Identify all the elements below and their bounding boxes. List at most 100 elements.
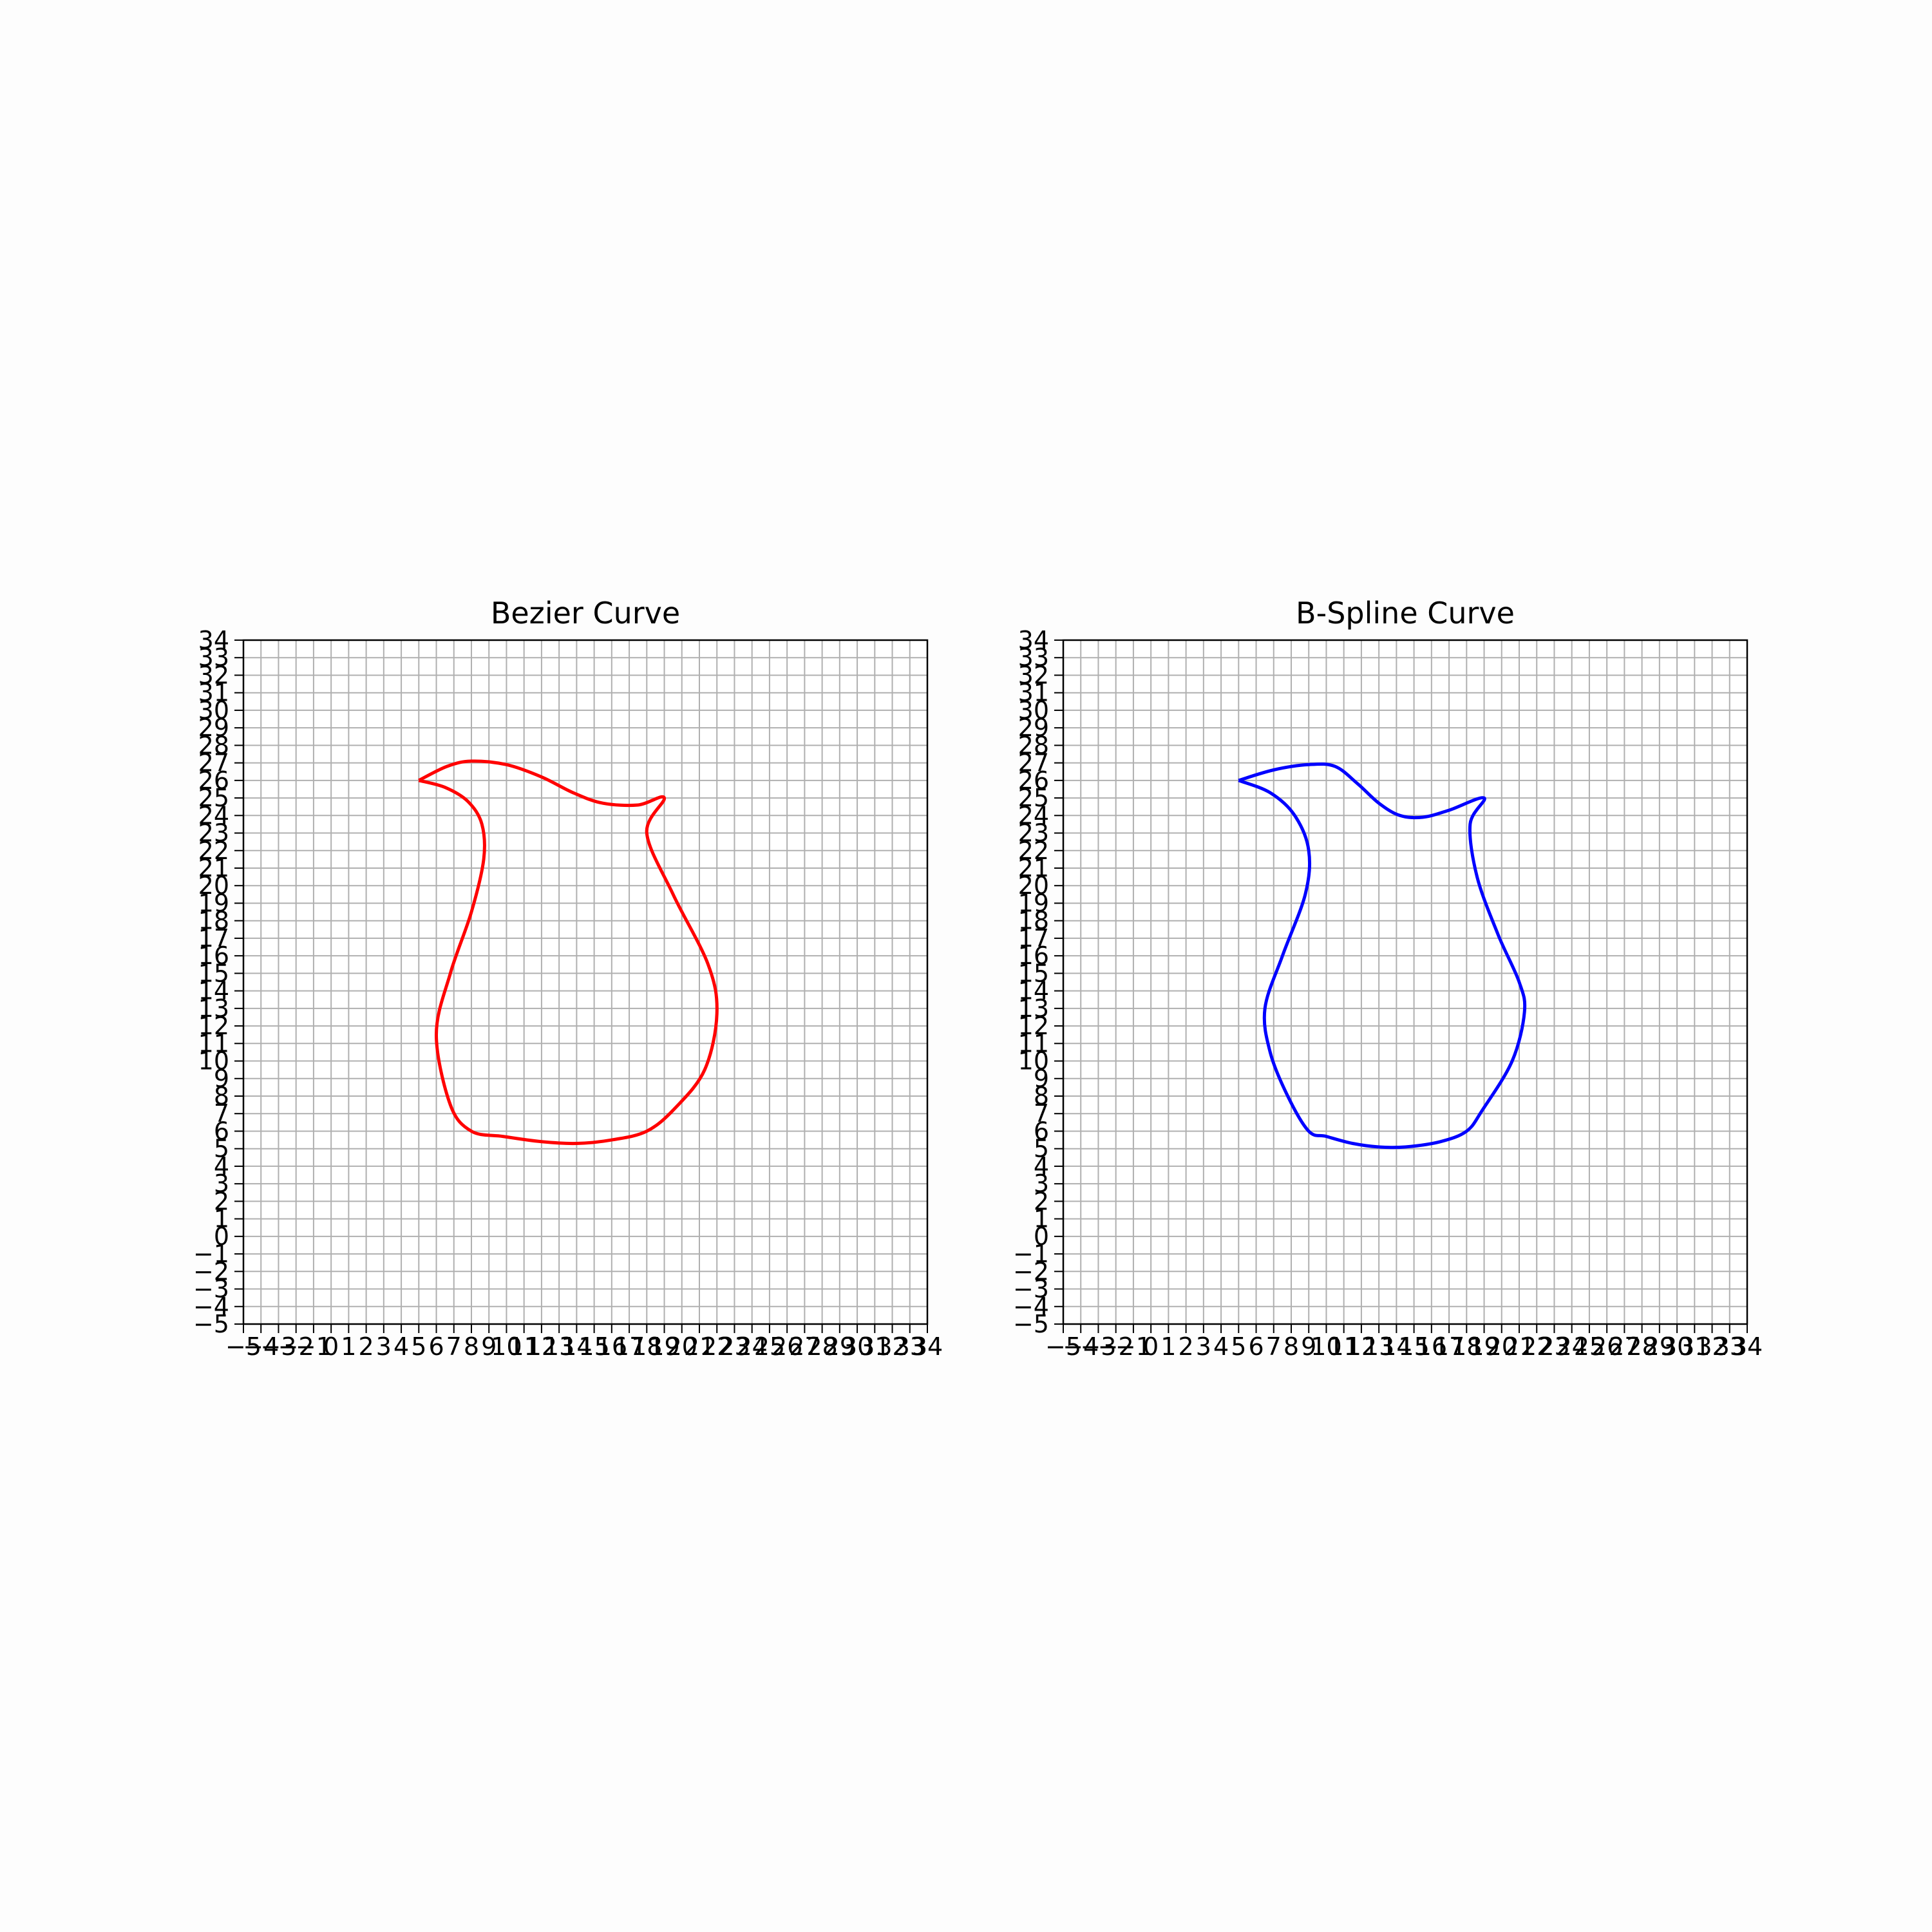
- bezier-y-tick-label: −5: [193, 1310, 229, 1338]
- bspline-x-tick-label: 18: [1451, 1332, 1482, 1361]
- bspline-x-tick-label: 19: [1468, 1332, 1499, 1361]
- bspline-curve-line: [1238, 762, 1527, 1150]
- bspline-y-tick-label: 11: [1018, 1029, 1049, 1057]
- bezier-y-tick-label: 17: [198, 924, 229, 952]
- bspline-y-tick-label: 21: [1018, 854, 1049, 882]
- bezier-y-tick-label: 13: [198, 994, 229, 1023]
- bezier-x-tick-label: 29: [824, 1332, 855, 1361]
- bezier-y-tick-label: −4: [193, 1293, 229, 1321]
- bspline-x-tick-label: 17: [1434, 1332, 1464, 1361]
- bezier-y-tick-label: 5: [214, 1135, 229, 1163]
- bezier-x-ticks: −5−4−3−2−10 1 2 3 4 5 6 7 8 910111213141516171819…: [225, 1324, 943, 1361]
- bezier-x-tick-label: 11: [509, 1332, 540, 1361]
- bezier-x-tick-label: 3: [376, 1332, 392, 1361]
- bezier-x-tick-label: 25: [754, 1332, 785, 1361]
- bspline-y-tick-label: 1: [1034, 1205, 1049, 1233]
- bspline-x-tick-label: 12: [1346, 1332, 1377, 1361]
- bezier-x-tick-label: 22: [701, 1332, 732, 1361]
- bspline-x-tick-label: 5: [1231, 1332, 1246, 1361]
- bezier-x-tick-label: 32: [876, 1332, 907, 1361]
- bspline-x-tick-label: 1: [1160, 1332, 1176, 1361]
- bspline-y-tick-label: 3: [1034, 1170, 1049, 1198]
- bspline-y-tick-label: 30: [1018, 696, 1049, 724]
- bezier-y-tick-label: 18: [198, 907, 229, 935]
- bspline-x-tick-label: 20: [1486, 1332, 1517, 1361]
- bezier-x-tick-label: 27: [789, 1332, 820, 1361]
- bspline-x-tick-label: 4: [1213, 1332, 1229, 1361]
- bezier-x-tick-label: 23: [719, 1332, 750, 1361]
- bspline-y-tick-label: 17: [1018, 924, 1049, 952]
- bezier-y-tick-label: 16: [198, 942, 229, 970]
- bezier-y-tick-label: 28: [198, 731, 229, 759]
- bspline-y-tick-label: −3: [1013, 1275, 1049, 1303]
- bspline-x-tick-label: 2: [1179, 1332, 1194, 1361]
- bspline-y-tick-label: 15: [1018, 959, 1049, 987]
- bezier-x-tick-label: 31: [859, 1332, 890, 1361]
- bspline-x-tick-label: 11: [1329, 1332, 1359, 1361]
- bezier-x-tick-label: 10: [491, 1332, 522, 1361]
- bezier-y-tick-label: 31: [198, 679, 229, 707]
- bspline-x-tick-label: 23: [1539, 1332, 1569, 1361]
- bspline-y-tick-label: 27: [1018, 749, 1049, 777]
- bezier-y-tick-label: 7: [214, 1099, 229, 1128]
- bspline-y-tick-label: 5: [1034, 1135, 1049, 1163]
- bspline-x-tick-label: 0: [1143, 1332, 1159, 1361]
- bezier-x-tick-label: 24: [737, 1332, 768, 1361]
- bspline-x-tick-label: 34: [1732, 1332, 1763, 1361]
- bezier-x-tick-label: 0: [323, 1332, 339, 1361]
- bspline-y-tick-label: 24: [1018, 801, 1049, 829]
- bezier-axes-frame: [242, 639, 929, 1325]
- bezier-x-tick-label: 28: [806, 1332, 837, 1361]
- bspline-y-tick-label: 25: [1018, 784, 1049, 812]
- bspline-x-tick-label: 13: [1363, 1332, 1394, 1361]
- bspline-y-tick-label: −5: [1013, 1310, 1049, 1338]
- bezier-x-tick-label: 7: [446, 1332, 462, 1361]
- bspline-x-tick-label: 33: [1714, 1332, 1745, 1361]
- bspline-x-ticks: −5−4−3−2−10 1 2 3 4 5 6 7 8 910111213141516171819…: [1045, 1324, 1763, 1361]
- bezier-x-tick-label: 8: [464, 1332, 479, 1361]
- bezier-x-tick-label: −5: [225, 1332, 261, 1361]
- bspline-y-tick-label: 19: [1018, 889, 1049, 917]
- bezier-x-tick-label: 6: [428, 1332, 444, 1361]
- bspline-x-tick-label: 7: [1266, 1332, 1282, 1361]
- bspline-y-tick-label: −2: [1013, 1257, 1049, 1285]
- bezier-x-tick-label: 26: [772, 1332, 802, 1361]
- bezier-y-tick-label: 1: [214, 1205, 229, 1233]
- bezier-x-tick-label: 17: [614, 1332, 645, 1361]
- bezier-y-tick-label: 14: [198, 977, 229, 1005]
- bspline-y-tick-label: 32: [1018, 661, 1049, 689]
- bspline-y-tick-label: 8: [1034, 1082, 1049, 1110]
- bspline-y-tick-label: 29: [1018, 714, 1049, 742]
- bspline-x-tick-label: 31: [1679, 1332, 1710, 1361]
- bezier-y-tick-label: 3: [214, 1170, 229, 1198]
- bspline-axes-frame: [1062, 639, 1748, 1325]
- bspline-x-tick-label: 32: [1696, 1332, 1727, 1361]
- bezier-x-tick-label: 16: [596, 1332, 627, 1361]
- bezier-y-tick-label: 22: [198, 837, 229, 865]
- bezier-y-tick-label: 19: [198, 889, 229, 917]
- bezier-x-tick-label: −3: [260, 1332, 296, 1361]
- bezier-y-tick-label: 9: [214, 1065, 229, 1093]
- bezier-y-tick-label: 24: [198, 801, 229, 829]
- bspline-y-tick-label: 2: [1034, 1187, 1049, 1215]
- bezier-y-tick-label: 30: [198, 696, 229, 724]
- bezier-x-tick-label: 12: [526, 1332, 557, 1361]
- bspline-x-tick-label: 28: [1626, 1332, 1657, 1361]
- bezier-x-tick-label: 2: [359, 1332, 374, 1361]
- bezier-y-tick-label: 6: [214, 1117, 229, 1145]
- bezier-chart: −5−4−3−2−10 1 2 3 4 5 6 7 8 910111213141516171819…: [193, 596, 943, 1361]
- bezier-y-tick-label: 27: [198, 749, 229, 777]
- bspline-y-ticks: −5−4−3−2−1012345678910111213141516171819…: [1013, 626, 1063, 1338]
- bezier-x-tick-label: 21: [684, 1332, 715, 1361]
- bspline-y-tick-label: 10: [1018, 1047, 1049, 1075]
- bspline-y-tick-label: 20: [1018, 871, 1049, 900]
- bspline-y-tick-label: 22: [1018, 837, 1049, 865]
- bezier-y-tick-label: 11: [198, 1029, 229, 1057]
- bspline-y-tick-label: −1: [1013, 1240, 1049, 1268]
- bezier-y-tick-label: 23: [198, 819, 229, 848]
- bspline-x-tick-label: 22: [1521, 1332, 1552, 1361]
- bspline-y-tick-label: 12: [1018, 1012, 1049, 1040]
- bezier-y-tick-label: 12: [198, 1012, 229, 1040]
- bezier-y-tick-label: 8: [214, 1082, 229, 1110]
- bezier-x-tick-label: 15: [578, 1332, 609, 1361]
